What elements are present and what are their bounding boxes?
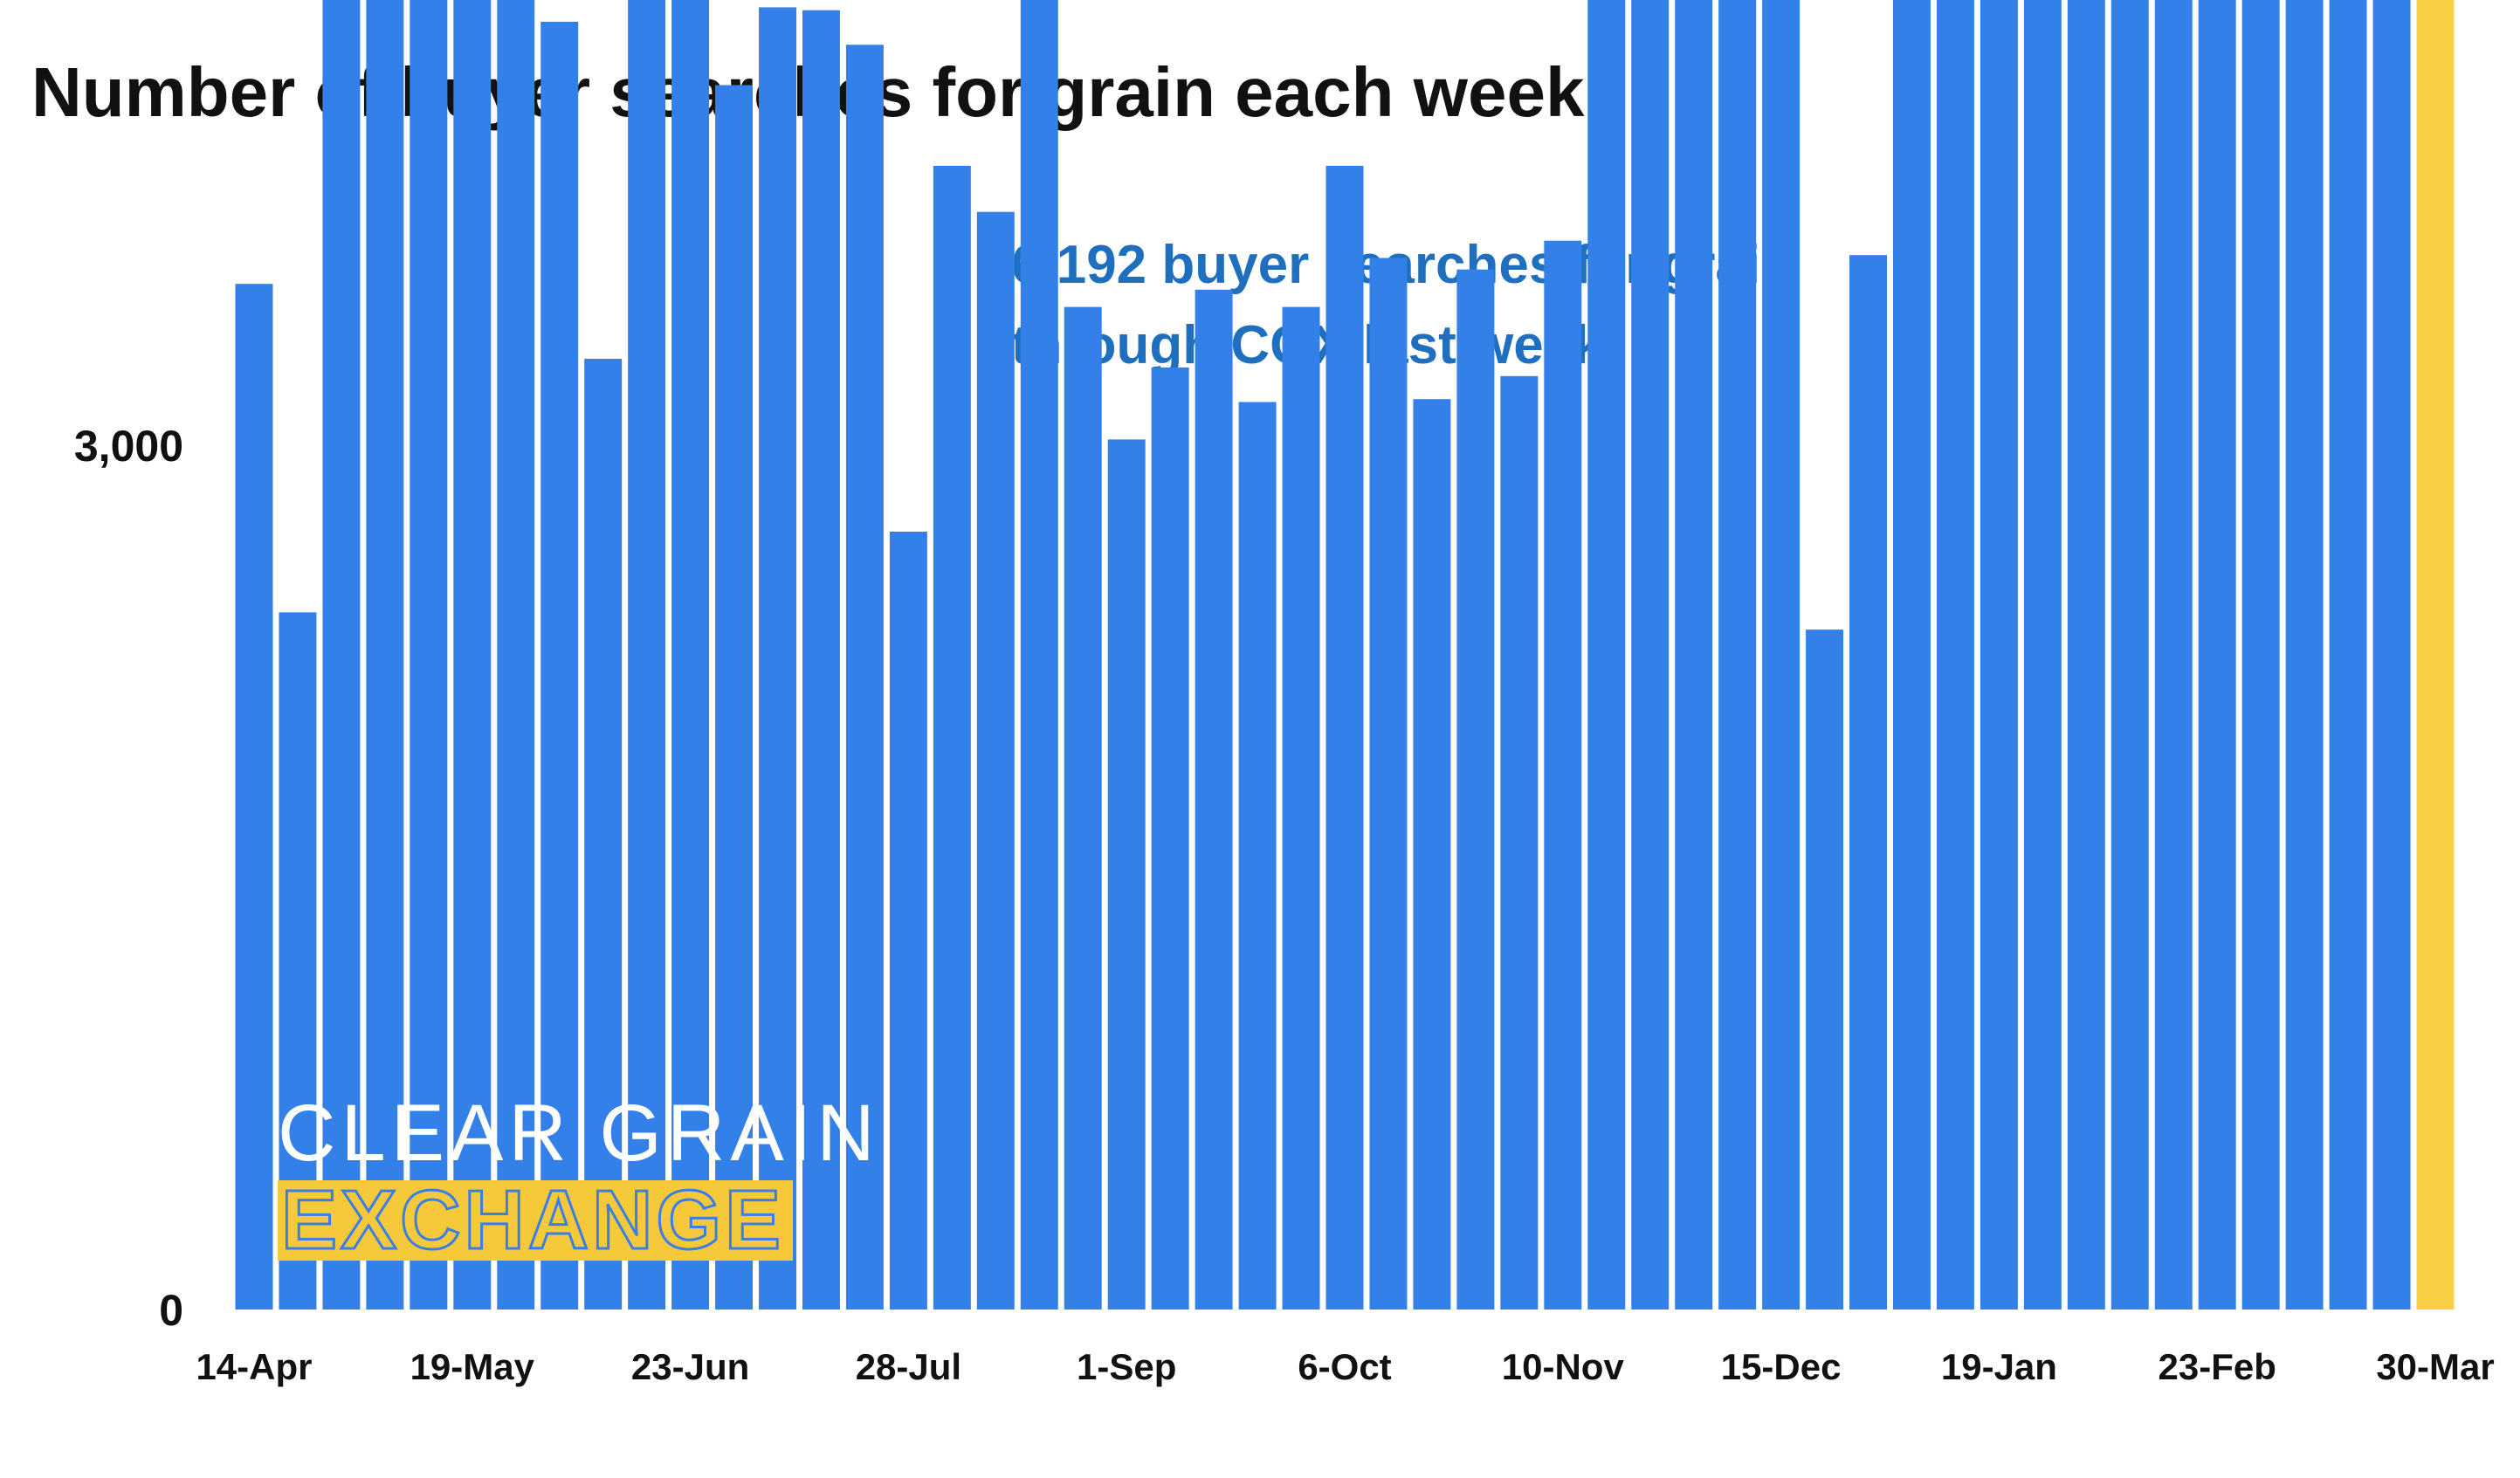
bar [1718, 0, 1757, 1310]
bar [1020, 0, 1058, 1310]
bar [1195, 289, 1233, 1310]
x-tick-label: 23-Feb [2159, 1346, 2276, 1387]
bar [1064, 306, 1102, 1310]
bar [1762, 0, 1800, 1310]
x-tick-label: 6-Oct [1298, 1346, 1391, 1387]
bar [584, 359, 623, 1310]
bar [1849, 255, 1888, 1310]
bar [2198, 0, 2236, 1310]
bar [540, 21, 579, 1310]
bar [933, 165, 971, 1310]
logo-band [278, 1180, 793, 1261]
bar [1456, 269, 1495, 1310]
bar [845, 45, 884, 1310]
bar-highlight [2416, 0, 2455, 1310]
x-tick-label: 14-Apr [196, 1346, 312, 1387]
bar [1238, 402, 1277, 1310]
x-tick-label: 15-Dec [1721, 1346, 1842, 1387]
bar [1893, 0, 1931, 1310]
bar [322, 0, 361, 1310]
logo-line-1: CLEAR GRAIN [278, 1089, 880, 1178]
bar [366, 0, 404, 1310]
bar [2023, 0, 2062, 1310]
x-tick-label: 10-Nov [1502, 1346, 1625, 1387]
bar [1325, 165, 1364, 1310]
bar [235, 284, 273, 1310]
bar [628, 0, 666, 1310]
bar [1675, 0, 1713, 1310]
y-tick-label: 0 [159, 1286, 183, 1335]
bar [889, 532, 927, 1310]
x-tick-label: 28-Jul [856, 1346, 961, 1387]
bar [759, 7, 796, 1310]
bar [1587, 0, 1626, 1310]
x-tick-label: 19-May [410, 1346, 535, 1387]
bar [1500, 375, 1539, 1310]
y-tick-label: 3,000 [74, 422, 183, 471]
bar [802, 10, 840, 1310]
bar [1806, 629, 1844, 1310]
x-tick-label: 30-Mar [2376, 1346, 2494, 1387]
x-tick-label: 19-Jan [1941, 1346, 2057, 1387]
clear-grain-exchange-logo: CLEAR GRAIN EXCHANGE [278, 1093, 875, 1268]
bar [715, 85, 754, 1310]
bar [2329, 0, 2367, 1310]
bar [976, 211, 1015, 1310]
bar [2110, 0, 2149, 1310]
y-axis: 03,0006,0009,000 [74, 422, 183, 1335]
bar [1282, 306, 1320, 1310]
x-tick-label: 1-Sep [1077, 1346, 1176, 1387]
bar [671, 0, 710, 1310]
bar [1107, 439, 1146, 1310]
bar [2241, 0, 2280, 1310]
bar [2372, 0, 2411, 1310]
bar [453, 0, 492, 1310]
bar [1151, 367, 1189, 1310]
x-axis: 14-Apr 19-May 23-Jun 28-Jul 1-Sep 6-Oct 10-Nov… [196, 1346, 2494, 1387]
bars-layer [235, 0, 2455, 1310]
bar [497, 0, 535, 1310]
bar [2154, 0, 2193, 1310]
bar [1369, 258, 1408, 1310]
bar [2067, 0, 2105, 1310]
bar [1936, 0, 1974, 1310]
bar [1413, 399, 1451, 1310]
x-tick-label: 23-Jun [631, 1346, 749, 1387]
bar [410, 0, 448, 1310]
bar [1980, 0, 2018, 1310]
bar [2285, 0, 2324, 1310]
bar [1544, 240, 1582, 1310]
bar [1631, 0, 1670, 1310]
logo-line-2: EXCHANGE [279, 1173, 785, 1267]
